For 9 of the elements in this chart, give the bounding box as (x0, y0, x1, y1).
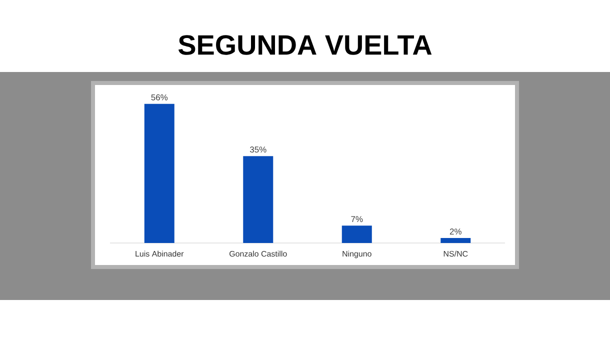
bar (342, 226, 372, 243)
data-label: 35% (250, 146, 266, 153)
data-label: 2% (450, 228, 462, 235)
data-label: 56% (151, 94, 168, 100)
data-label: 7% (351, 216, 363, 222)
bar (440, 238, 471, 243)
chart-title: SEGUNDA VUELTA (178, 35, 432, 55)
bar (243, 156, 274, 243)
bar (144, 104, 174, 243)
